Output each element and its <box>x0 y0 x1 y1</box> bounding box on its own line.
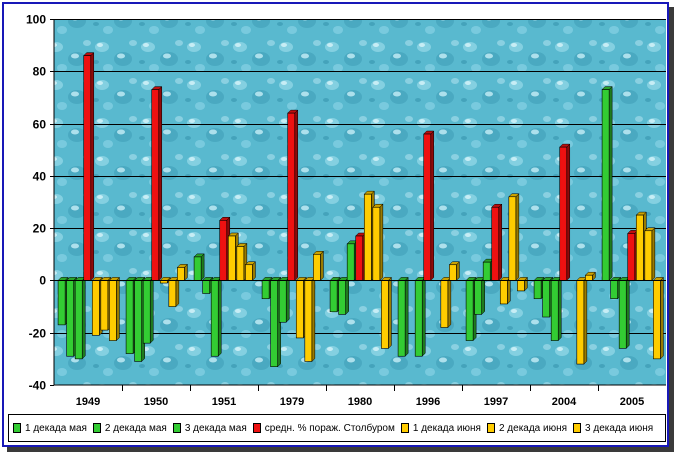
legend-swatch <box>252 423 261 433</box>
legend-label: средн. % пораж. Столбуром <box>264 422 395 434</box>
x-tick-label: 2005 <box>620 396 644 408</box>
y-tick-label: -20 <box>29 327 47 341</box>
legend-swatch <box>400 423 409 433</box>
y-tick-label: 0 <box>39 274 46 288</box>
bar <box>491 203 503 282</box>
legend-label: 1 декада июня <box>412 422 481 434</box>
x-tick-label: 1980 <box>348 396 372 408</box>
x-tick-label: 1950 <box>144 396 168 408</box>
legend-label: 3 декада мая <box>184 422 247 434</box>
bar <box>83 51 95 282</box>
bar <box>151 85 163 282</box>
bar <box>499 276 511 305</box>
y-tick-label: 80 <box>33 65 47 79</box>
bar <box>618 276 630 350</box>
bar <box>244 261 257 282</box>
y-tick-label: 100 <box>26 13 46 27</box>
bar <box>516 276 529 292</box>
x-tick-label: 1996 <box>416 396 440 408</box>
bar <box>584 271 597 282</box>
bar <box>414 276 426 357</box>
legend-swatch <box>92 423 101 433</box>
y-tick-label: 60 <box>33 118 47 132</box>
legend-label: 2 декада июня <box>498 422 568 434</box>
bar <box>474 276 486 316</box>
bar <box>304 276 316 363</box>
bar <box>338 276 350 316</box>
legend-swatch <box>573 423 582 433</box>
bar <box>278 276 290 323</box>
bar <box>576 276 588 365</box>
bar <box>601 85 613 282</box>
legend-item: средн. % пораж. Столбуром <box>252 415 395 441</box>
legend: 1 декада мая 2 декада мая 3 декада мая сред… <box>8 414 666 442</box>
bar <box>193 253 205 282</box>
bar <box>550 276 562 342</box>
bar <box>380 276 393 350</box>
bar <box>448 261 461 282</box>
bar <box>312 250 325 282</box>
legend-swatch <box>486 423 495 433</box>
bar <box>74 276 86 360</box>
bar <box>440 276 452 329</box>
bar <box>559 143 571 282</box>
legend-item: 3 декада мая <box>172 415 247 441</box>
legend-label: 2 декада мая <box>104 422 167 434</box>
legend-item: 1 декада мая <box>13 415 87 441</box>
bar <box>644 227 656 282</box>
legend-item: 2 декада июня <box>486 415 568 441</box>
bar <box>397 276 409 357</box>
x-tick-label: 1979 <box>280 396 304 408</box>
x-tick-label: 1951 <box>212 396 236 408</box>
legend-swatch <box>13 423 21 433</box>
frame-shadow-right <box>669 7 674 450</box>
bar <box>287 109 299 282</box>
bar <box>168 276 180 308</box>
bar <box>652 276 665 360</box>
bar <box>227 232 239 282</box>
legend-swatch <box>172 423 181 433</box>
bar <box>210 276 222 357</box>
y-tick-label: -40 <box>29 379 47 393</box>
x-tick-label: 2004 <box>552 396 577 408</box>
frame-shadow-bottom <box>7 447 674 452</box>
legend-label: 3 декада июня <box>585 422 654 434</box>
bar <box>176 263 189 282</box>
bar <box>372 203 384 282</box>
legend-item: 1 декада июня <box>400 415 481 441</box>
y-tick-label: 40 <box>33 170 47 184</box>
bar <box>108 276 121 342</box>
bar <box>142 276 154 344</box>
legend-item: 2 декада мая <box>92 415 167 441</box>
legend-item: 3 декада июня <box>573 415 653 441</box>
legend-label: 1 декада мая <box>25 422 87 434</box>
x-tick-label: 1997 <box>484 396 508 408</box>
x-tick-label: 1949 <box>76 396 100 408</box>
y-tick-label: 20 <box>33 222 47 236</box>
bar <box>508 193 520 282</box>
bar <box>423 130 435 282</box>
